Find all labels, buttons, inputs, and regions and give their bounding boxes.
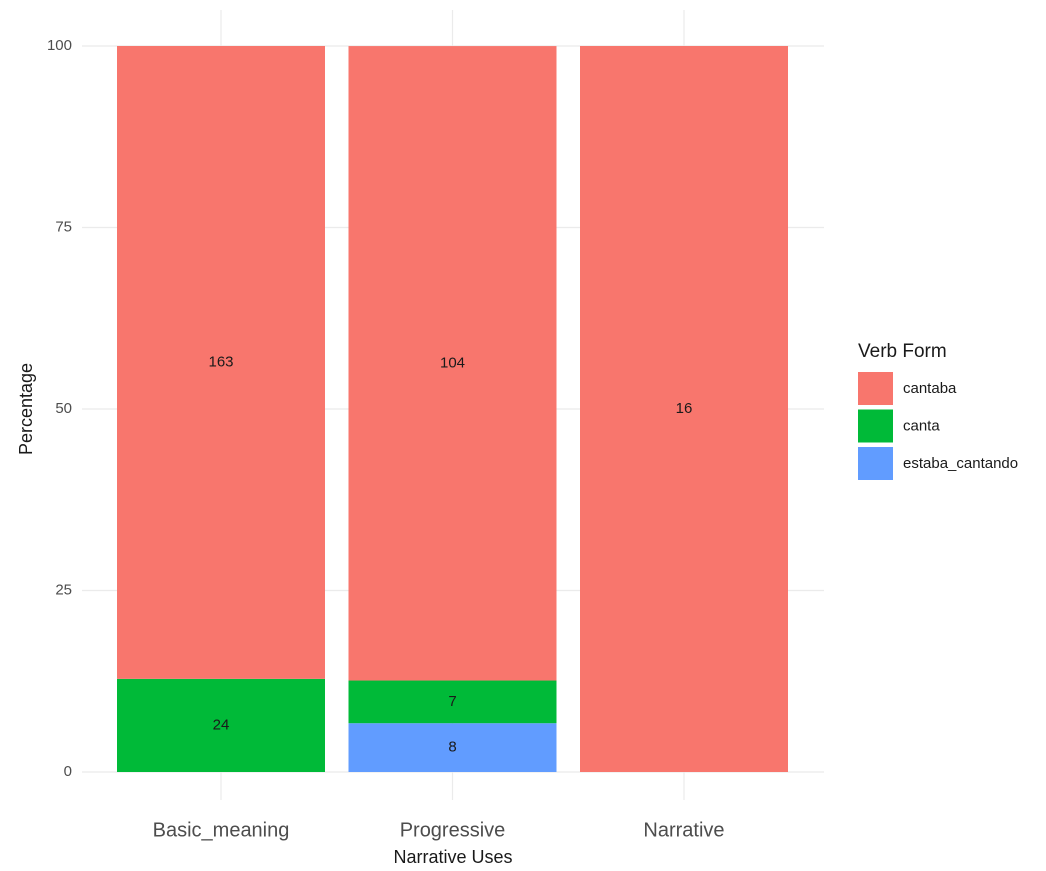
x-tick-label: Progressive	[400, 819, 506, 841]
bar-segment	[348, 723, 557, 772]
y-tick-label: 0	[64, 763, 72, 780]
data-label: 8	[448, 739, 456, 756]
x-tick-label: Basic_meaning	[153, 819, 290, 841]
legend-key	[858, 409, 893, 443]
legend-title: Verb Form	[858, 341, 947, 362]
legend-label: canta	[903, 417, 940, 434]
bar-segment	[348, 680, 557, 724]
bar-segment	[348, 46, 557, 681]
y-tick-label: 25	[55, 581, 72, 598]
x-tick-label: Narrative	[643, 819, 724, 841]
legend-label: cantaba	[903, 380, 957, 397]
legend-key	[858, 372, 893, 405]
bar-segment	[117, 678, 325, 772]
legend-key	[858, 447, 893, 480]
bar-segment	[580, 46, 788, 772]
x-axis-title: Narrative Uses	[393, 847, 512, 867]
y-axis-title: Percentage	[16, 363, 36, 455]
legend-label: estaba_cantando	[903, 455, 1018, 472]
data-label: 163	[208, 353, 233, 370]
data-label: 7	[448, 693, 456, 710]
y-tick-label: 75	[55, 218, 72, 235]
data-label: 16	[676, 400, 693, 417]
bar-segment	[117, 46, 325, 679]
y-tick-label: 100	[47, 37, 72, 54]
data-label: 104	[440, 354, 465, 371]
data-label: 24	[213, 716, 230, 733]
y-tick-label: 50	[55, 400, 72, 417]
